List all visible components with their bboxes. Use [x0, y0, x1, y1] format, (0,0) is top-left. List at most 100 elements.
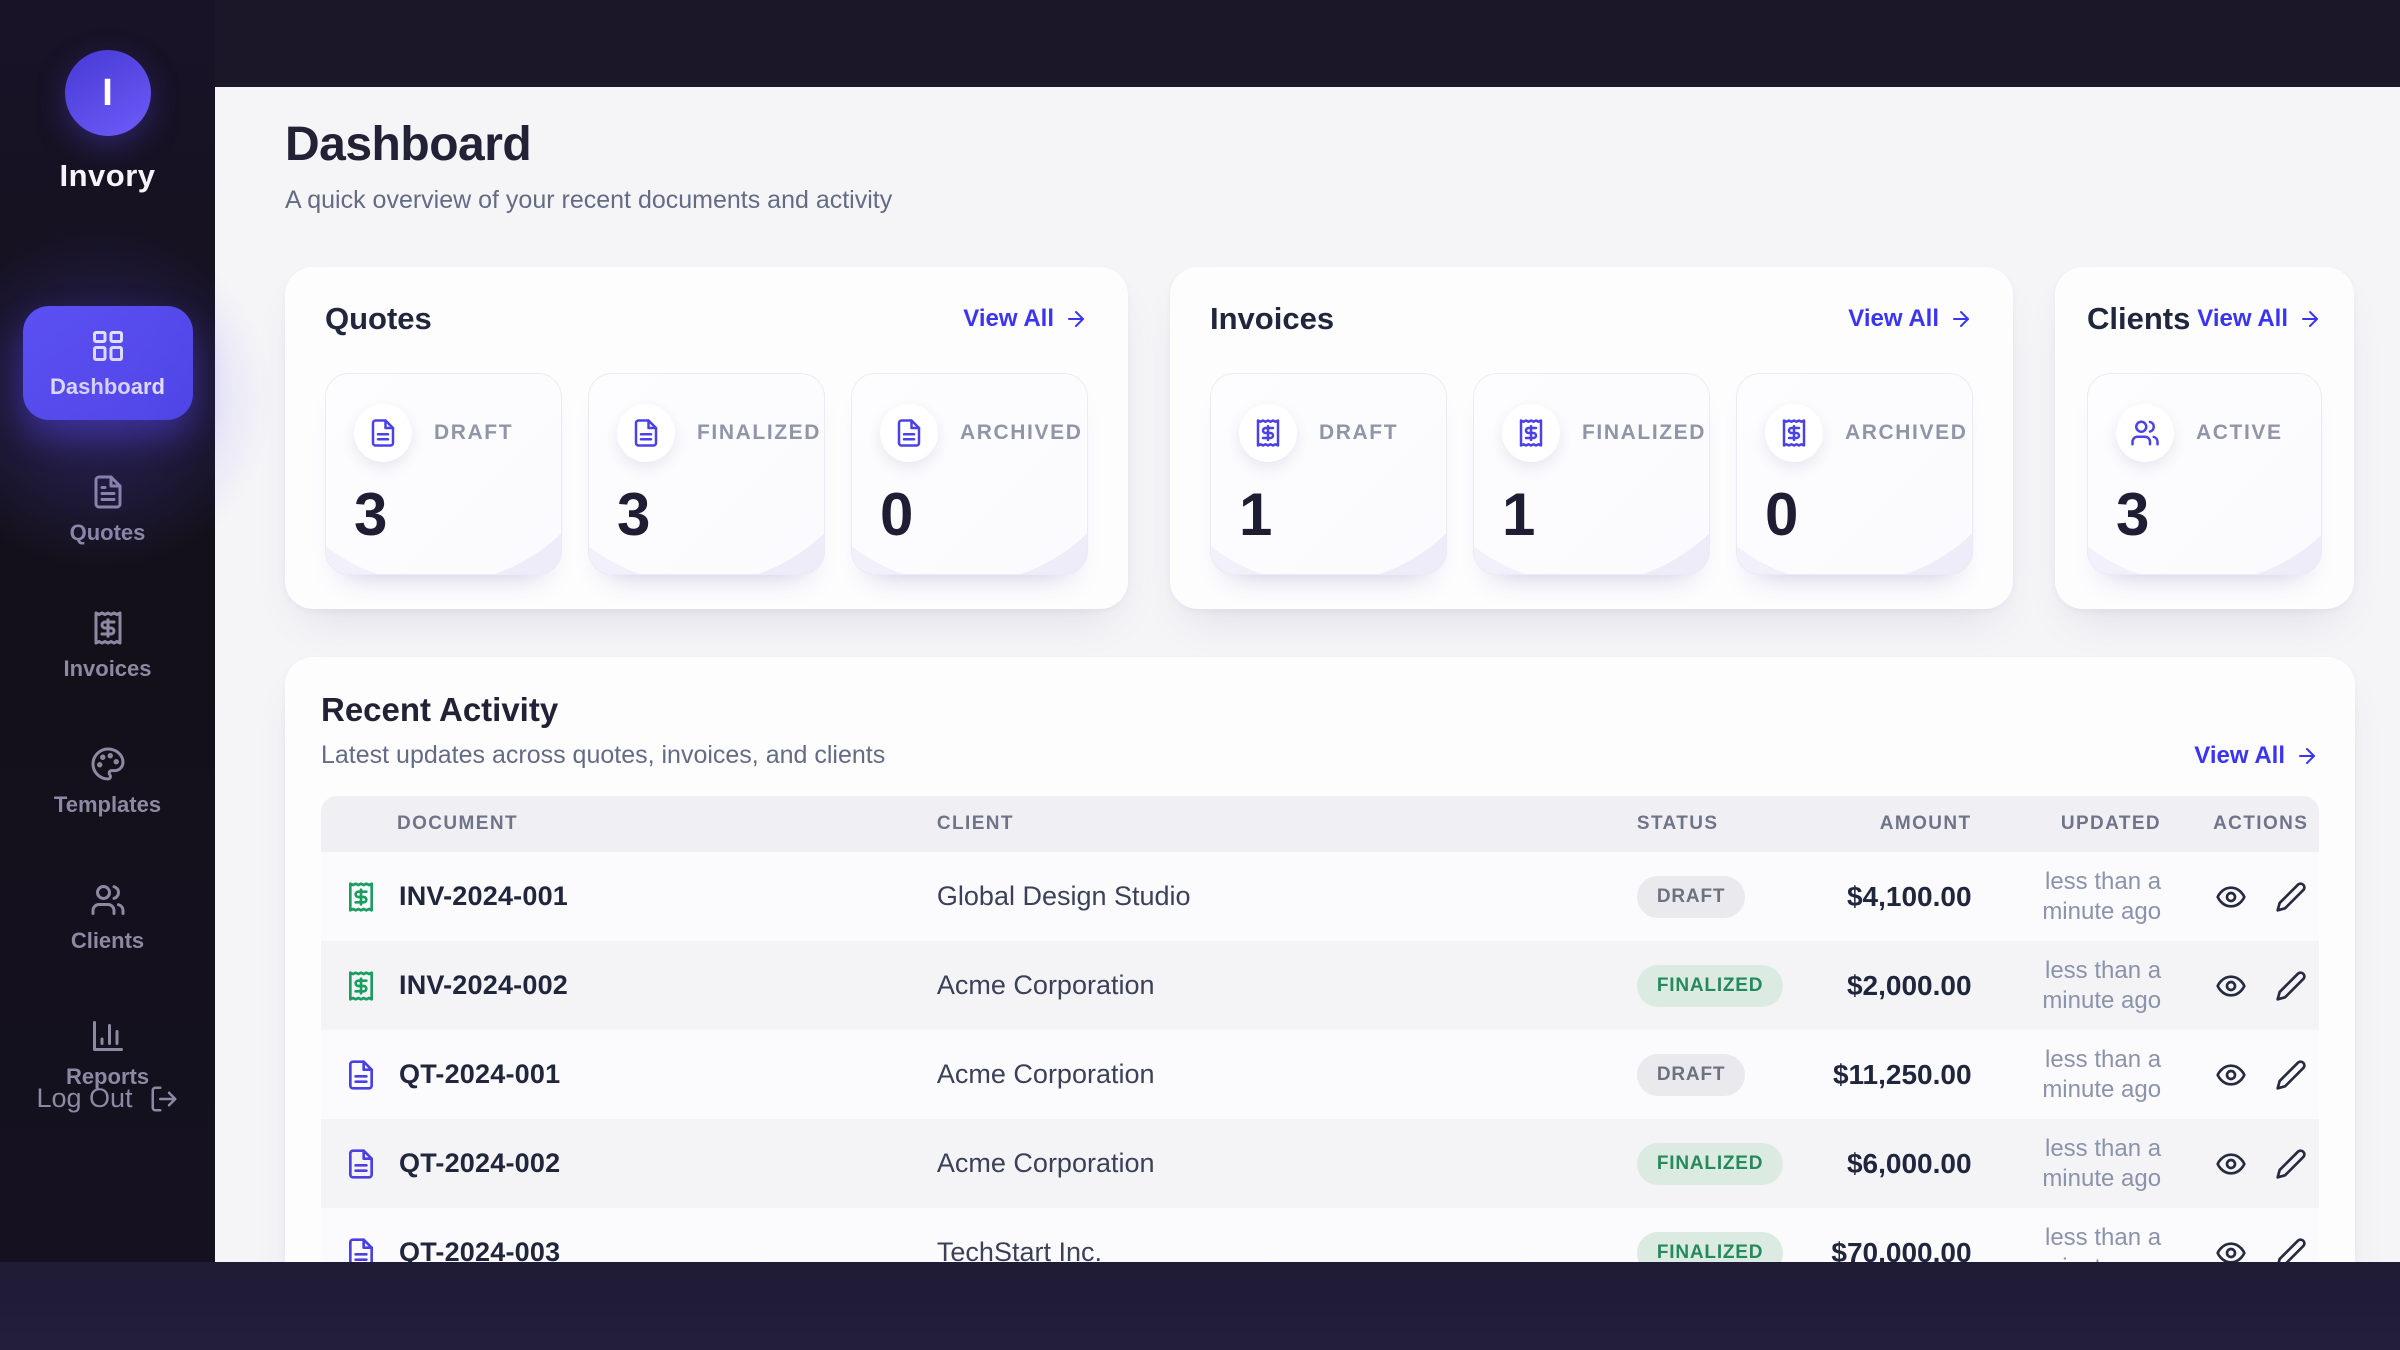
table-row: QT-2024-001 Acme Corporation DRAFT $11,2… — [321, 1030, 2319, 1119]
pencil-icon — [2276, 1059, 2306, 1090]
sidebar-item-clients[interactable]: Clients — [23, 872, 193, 964]
client-name: Global Design Studio — [936, 881, 1191, 911]
column-header-amount: AMOUNT — [1831, 796, 2012, 852]
sidebar-item-label: Templates — [53, 792, 162, 817]
sidebar-item-dashboard[interactable]: Dashboard — [22, 306, 193, 420]
sidebar-item-invoices[interactable]: Invoices — [23, 600, 193, 692]
edit-document-button[interactable] — [2273, 1235, 2309, 1262]
invoice-icon — [349, 970, 373, 1001]
sidebar-item-label: Reports — [65, 1064, 150, 1089]
stat-label: DRAFT — [1319, 421, 1399, 444]
amount-value: $11,250.00 — [1832, 1058, 1972, 1090]
client-name: Acme Corporation — [936, 970, 1155, 1000]
view-document-button[interactable] — [2213, 1057, 2249, 1093]
document-id: QT-2024-003 — [399, 1237, 561, 1262]
eye-icon — [2216, 1063, 2246, 1086]
quotes-draft-tile: DRAFT 3 — [325, 373, 562, 575]
logout-button[interactable]: Log Out — [0, 1083, 215, 1114]
eye-icon — [2216, 974, 2246, 997]
eye-icon — [2216, 885, 2246, 908]
clients-active-tile: ACTIVE 3 — [2087, 373, 2322, 575]
edit-document-button[interactable] — [2273, 1057, 2309, 1093]
pencil-icon — [2276, 970, 2306, 1001]
dashboard-icon — [92, 331, 123, 361]
quote-icon — [349, 1059, 373, 1090]
table-row: INV-2024-001 Global Design Studio DRAFT … — [321, 852, 2319, 941]
recent-activity-card: Recent Activity Latest updates across qu… — [285, 657, 2355, 1262]
activity-subtitle: Latest updates across quotes, invoices, … — [321, 741, 886, 769]
main-content: Dashboard A quick overview of your recen… — [215, 87, 2400, 1262]
table-header-row: DOCUMENT CLIENT STATUS AMOUNT UPDATED AC… — [321, 796, 2319, 852]
view-document-button[interactable] — [2213, 1146, 2249, 1182]
document-icon — [897, 419, 921, 447]
sidebar-item-label: Dashboard — [50, 374, 165, 399]
document-id: QT-2024-001 — [399, 1059, 561, 1089]
updated-text: less than a minute ago — [2042, 1134, 2162, 1192]
pencil-icon — [2277, 1237, 2306, 1262]
edit-document-button[interactable] — [2273, 968, 2309, 1004]
status-badge: FINALIZED — [1636, 964, 1784, 1007]
stat-value: 1 — [1239, 481, 1273, 548]
amount-value: $6,000.00 — [1846, 1147, 1972, 1179]
activity-view-all-link[interactable]: View All — [2194, 742, 2319, 770]
stat-label: ARCHIVED — [960, 421, 1083, 444]
stat-icon-circle — [1765, 404, 1823, 462]
arrow-right-icon — [2302, 311, 2318, 327]
edit-document-button[interactable] — [2273, 879, 2309, 915]
stat-value: 3 — [617, 481, 651, 548]
clients-view-all-link[interactable]: View All — [2197, 305, 2322, 333]
clients-card: Clients View All ACTIVE — [2055, 267, 2354, 609]
view-document-button[interactable] — [2213, 879, 2249, 915]
stat-icon-circle — [617, 404, 675, 462]
sidebar-item-label: Quotes — [69, 520, 146, 545]
stat-label: FINALIZED — [697, 421, 822, 444]
sidebar-item-templates[interactable]: Templates — [23, 736, 193, 828]
arrow-right-icon — [1068, 311, 1084, 327]
view-document-button[interactable] — [2213, 1235, 2249, 1262]
sidebar-item-reports[interactable]: Reports — [23, 1008, 193, 1100]
stat-icon-circle — [354, 404, 412, 462]
stat-label: ARCHIVED — [1845, 421, 1968, 444]
quotes-view-all-link[interactable]: View All — [963, 305, 1088, 333]
updated-text: less than a minute ago — [2042, 1223, 2162, 1263]
sidebar-item-quotes[interactable]: Quotes — [23, 464, 193, 556]
clients-card-title: Clients — [2087, 301, 2191, 336]
stat-label: FINALIZED — [1582, 421, 1707, 444]
sidebar-item-label: Invoices — [63, 656, 152, 681]
quotes-card: Quotes View All DRAFT — [285, 267, 1128, 609]
quotes-finalized-tile: FINALIZED 3 — [588, 373, 825, 575]
invoices-view-all-link[interactable]: View All — [1848, 305, 1973, 333]
sidebar: I Invory Dashboard Quotes Invoices — [0, 0, 280, 1262]
stat-icon-circle — [1239, 404, 1297, 462]
column-header-actions: ACTIONS — [2195, 796, 2319, 852]
quotes-icon — [94, 475, 121, 509]
updated-text: less than a minute ago — [2042, 867, 2162, 925]
view-all-label: View All — [1848, 305, 1939, 332]
view-document-button[interactable] — [2213, 968, 2249, 1004]
sidebar-nav: Dashboard Quotes Invoices Templates — [0, 306, 215, 1100]
page-title: Dashboard — [285, 118, 532, 171]
status-badge: FINALIZED — [1636, 1142, 1784, 1185]
summary-cards-row: Quotes View All DRAFT — [285, 267, 2355, 609]
table-row: INV-2024-002 Acme Corporation FINALIZED … — [321, 941, 2319, 1030]
page-subtitle: A quick overview of your recent document… — [285, 186, 893, 214]
invoices-card-title: Invoices — [1210, 301, 1335, 336]
client-name: Acme Corporation — [936, 1059, 1155, 1089]
stat-value: 3 — [354, 481, 388, 548]
arrow-right-icon — [2299, 748, 2315, 764]
logout-icon — [151, 1086, 177, 1111]
amount-value: $70,000.00 — [1831, 1236, 1972, 1263]
document-id: INV-2024-002 — [399, 970, 569, 1000]
updated-text: less than a minute ago — [2042, 956, 2162, 1014]
column-header-document: DOCUMENT — [321, 796, 937, 852]
stat-value: 3 — [2116, 481, 2150, 548]
stat-icon-circle — [1502, 404, 1560, 462]
status-badge: FINALIZED — [1636, 1231, 1784, 1262]
edit-document-button[interactable] — [2273, 1146, 2309, 1182]
arrow-right-icon — [1953, 311, 1969, 327]
receipt-icon — [1782, 419, 1806, 447]
invoices-draft-tile: DRAFT 1 — [1210, 373, 1447, 575]
sidebar-item-label: Clients — [70, 928, 145, 953]
stat-label: ACTIVE — [2196, 421, 2283, 444]
activity-table: DOCUMENT CLIENT STATUS AMOUNT UPDATED AC… — [321, 796, 2319, 1262]
